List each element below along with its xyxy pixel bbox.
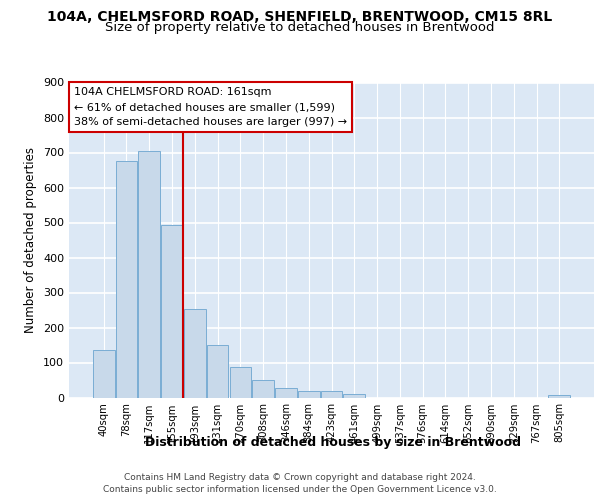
Y-axis label: Number of detached properties: Number of detached properties [25,147,37,333]
Text: Size of property relative to detached houses in Brentwood: Size of property relative to detached ho… [105,22,495,35]
Text: Contains HM Land Registry data © Crown copyright and database right 2024.
Contai: Contains HM Land Registry data © Crown c… [103,472,497,494]
Text: 104A CHELMSFORD ROAD: 161sqm
← 61% of detached houses are smaller (1,599)
38% of: 104A CHELMSFORD ROAD: 161sqm ← 61% of de… [74,87,347,127]
Bar [161,225,183,398]
Bar [253,380,274,398]
Bar [343,394,365,398]
Bar [230,366,251,398]
Bar [320,391,343,398]
Bar [116,161,137,398]
Text: 104A, CHELMSFORD ROAD, SHENFIELD, BRENTWOOD, CM15 8RL: 104A, CHELMSFORD ROAD, SHENFIELD, BRENTW… [47,10,553,24]
Bar [548,394,570,398]
Bar [298,391,320,398]
Bar [207,345,229,398]
Bar [275,388,297,398]
Bar [184,309,206,398]
Bar [139,151,160,398]
Bar [93,350,115,398]
Text: Distribution of detached houses by size in Brentwood: Distribution of detached houses by size … [145,436,521,449]
